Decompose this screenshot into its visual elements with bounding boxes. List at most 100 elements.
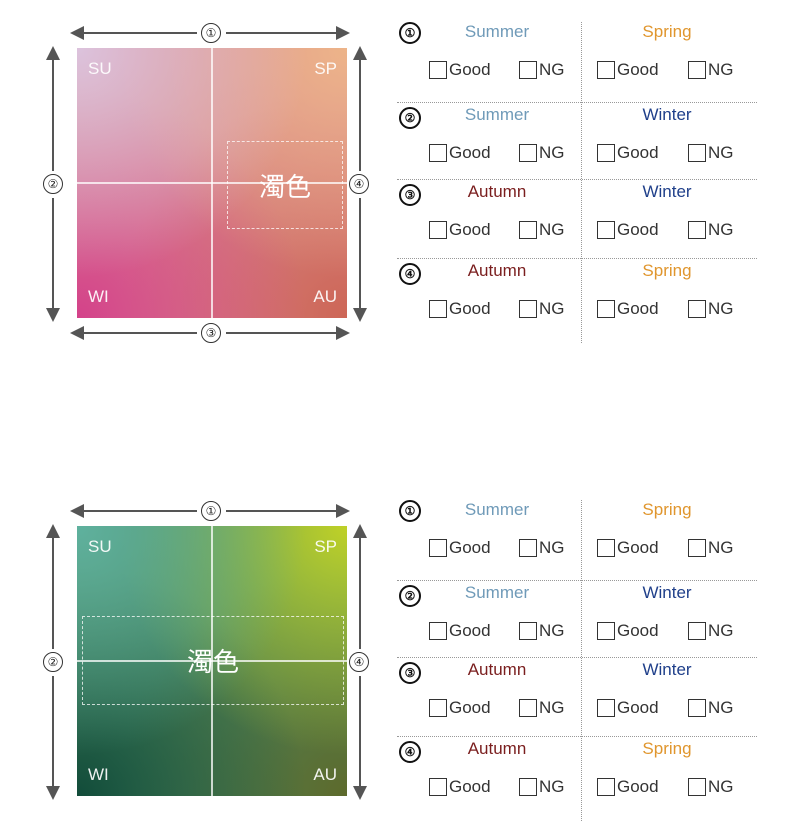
circled-number-3: ③ [201,323,221,343]
checkbox-square-icon[interactable] [429,539,447,557]
checkbox-square-icon[interactable] [519,778,537,796]
arrow-up-icon [353,46,367,60]
good-label: Good [449,299,491,318]
ng-label: NG [539,60,565,79]
dull-color-region: 濁色 [227,141,343,229]
ng-checkbox-right[interactable]: NG [688,143,734,163]
ng-checkbox-left[interactable]: NG [519,698,565,718]
season-label-right: Spring [642,739,692,758]
good-label: Good [449,777,491,796]
good-checkbox-right[interactable]: Good [597,60,659,80]
season-label-right: Spring [642,22,692,41]
checkbox-square-icon[interactable] [688,300,706,318]
season-label-right: Winter [642,182,692,201]
checkbox-square-icon[interactable] [597,778,615,796]
checkbox-square-icon[interactable] [519,622,537,640]
checkbox-square-icon[interactable] [429,699,447,717]
circled-number-1: ① [201,23,221,43]
arrow-down-icon [46,308,60,322]
good-checkbox-left[interactable]: Good [429,143,491,163]
row-number: ① [399,500,421,522]
checkbox-square-icon[interactable] [688,221,706,239]
ng-checkbox-right[interactable]: NG [688,60,734,80]
good-checkbox-left[interactable]: Good [429,220,491,240]
checkbox-square-icon[interactable] [429,61,447,79]
checkbox-square-icon[interactable] [688,778,706,796]
checklist-row: ③ Autumn Winter Good NG Good NG [397,180,757,259]
checkbox-square-icon[interactable] [597,539,615,557]
horizontal-divider [77,660,347,662]
ng-label: NG [708,698,734,717]
good-checkbox-left[interactable]: Good [429,777,491,797]
checkbox-square-icon[interactable] [519,539,537,557]
good-checkbox-right[interactable]: Good [597,220,659,240]
arrow-line [52,198,54,308]
checkbox-square-icon[interactable] [688,61,706,79]
ng-checkbox-left[interactable]: NG [519,220,565,240]
checkbox-square-icon[interactable] [519,300,537,318]
ng-label: NG [708,621,734,640]
checkbox-square-icon[interactable] [519,144,537,162]
ng-checkbox-right[interactable]: NG [688,299,734,319]
ng-checkbox-left[interactable]: NG [519,777,565,797]
ng-checkbox-right[interactable]: NG [688,220,734,240]
good-checkbox-left[interactable]: Good [429,60,491,80]
good-checkbox-right[interactable]: Good [597,621,659,641]
good-checkbox-right[interactable]: Good [597,299,659,319]
ng-checkbox-left[interactable]: NG [519,299,565,319]
ng-checkbox-left[interactable]: NG [519,143,565,163]
ng-checkbox-right[interactable]: NG [688,777,734,797]
checkbox-square-icon[interactable] [519,61,537,79]
season-diagram: SU SP WI AU 濁色 ① ③ ② ④ [43,18,374,348]
checkbox-square-icon[interactable] [519,221,537,239]
ng-checkbox-right[interactable]: NG [688,621,734,641]
checkbox-square-icon[interactable] [597,221,615,239]
good-checkbox-right[interactable]: Good [597,698,659,718]
season-diagram: SU SP WI AU 濁色 ① ② ④ [43,496,374,826]
ng-checkbox-left[interactable]: NG [519,538,565,558]
checkbox-square-icon[interactable] [429,778,447,796]
checkbox-square-icon[interactable] [597,699,615,717]
good-checkbox-right[interactable]: Good [597,777,659,797]
good-checkbox-left[interactable]: Good [429,698,491,718]
season-block-1: SU SP WI AU 濁色 ① ③ ② ④ ① Summer [0,18,800,358]
checkbox-square-icon[interactable] [519,699,537,717]
ng-checkbox-right[interactable]: NG [688,538,734,558]
corner-label-winter: WI [88,765,109,784]
arrow-line [52,58,54,171]
checkbox-square-icon[interactable] [688,144,706,162]
row-divider [397,657,757,658]
checkbox-square-icon[interactable] [429,622,447,640]
arrow-left-icon [70,504,84,518]
row-number: ④ [399,741,421,763]
checkbox-square-icon[interactable] [688,539,706,557]
checkbox-square-icon[interactable] [597,300,615,318]
checkbox-square-icon[interactable] [429,221,447,239]
good-checkbox-right[interactable]: Good [597,143,659,163]
checkbox-square-icon[interactable] [597,622,615,640]
ng-checkbox-left[interactable]: NG [519,60,565,80]
arrow-left-icon [70,326,84,340]
checkbox-square-icon[interactable] [688,699,706,717]
checklist-row: ② Summer Winter Good NG Good NG [397,581,757,658]
arrow-line [359,676,361,786]
arrow-line [226,332,338,334]
good-checkbox-left[interactable]: Good [429,621,491,641]
column-divider [581,22,582,343]
arrow-right-icon [336,26,350,40]
season-block-2: SU SP WI AU 濁色 ① ② ④ ① Summer Spring Goo… [0,496,800,836]
checkbox-square-icon[interactable] [597,61,615,79]
ng-checkbox-right[interactable]: NG [688,698,734,718]
row-divider [397,179,757,180]
good-checkbox-right[interactable]: Good [597,538,659,558]
checkbox-square-icon[interactable] [597,144,615,162]
ng-checkbox-left[interactable]: NG [519,621,565,641]
arrow-line [359,536,361,649]
checkbox-square-icon[interactable] [429,300,447,318]
corner-label-autumn: AU [313,287,337,306]
checkbox-square-icon[interactable] [429,144,447,162]
checkbox-square-icon[interactable] [688,622,706,640]
good-checkbox-left[interactable]: Good [429,299,491,319]
good-checkbox-left[interactable]: Good [429,538,491,558]
arrow-line [226,510,338,512]
